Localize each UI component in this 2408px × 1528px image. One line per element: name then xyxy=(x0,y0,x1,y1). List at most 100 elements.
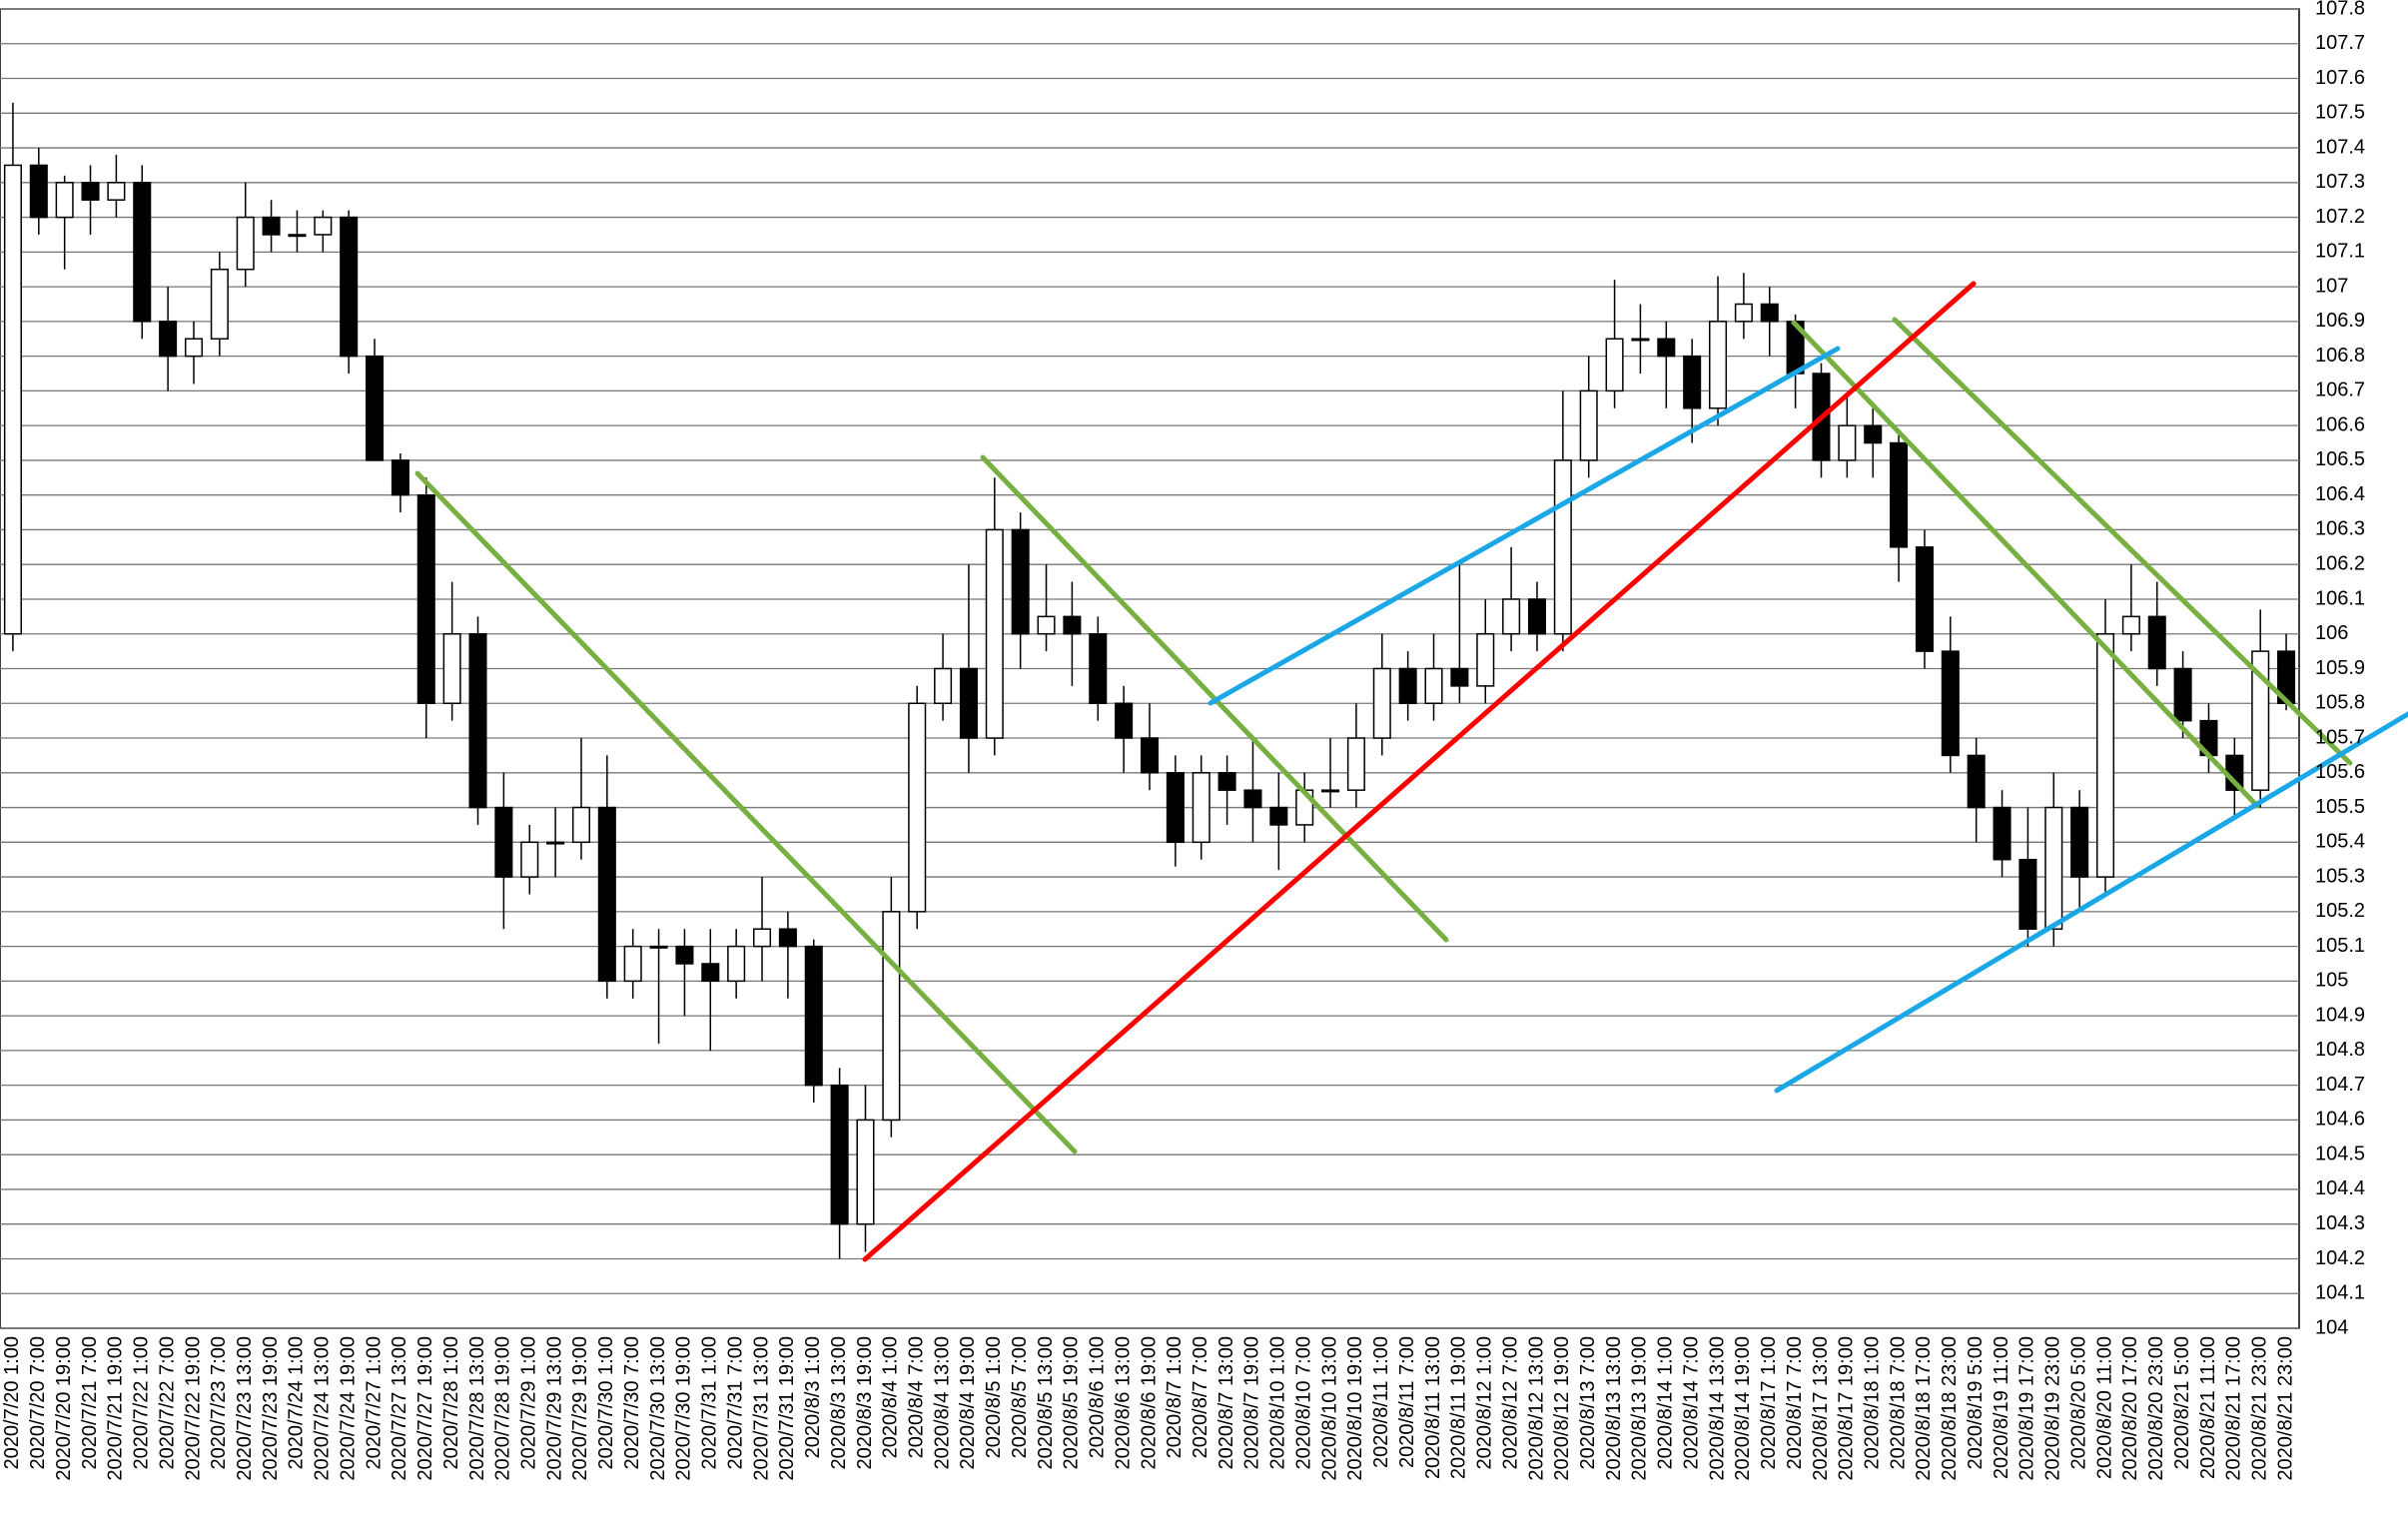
y-tick-label: 105.3 xyxy=(2315,865,2365,887)
x-tick-label: 2020/8/19 11:00 xyxy=(1991,1336,2012,1479)
x-tick-label: 2020/8/5 7:00 xyxy=(1009,1336,1031,1458)
candle-body xyxy=(1579,389,1598,461)
x-tick-label: 2020/8/13 19:00 xyxy=(1629,1336,1651,1481)
candle-body xyxy=(1915,546,1934,652)
x-tick-label: 2020/8/21 23:00 xyxy=(2274,1336,2296,1481)
y-tick-label: 107.7 xyxy=(2315,32,2365,54)
x-tick-label: 2020/7/30 19:00 xyxy=(673,1336,695,1481)
x-tick-label: 2020/8/7 13:00 xyxy=(1215,1336,1237,1469)
candle-body xyxy=(1941,650,1960,757)
candle-body xyxy=(1321,789,1340,793)
x-tick-label: 2020/8/19 23:00 xyxy=(2042,1336,2064,1481)
candle-body xyxy=(2121,615,2140,635)
x-tick-label: 2020/7/29 13:00 xyxy=(543,1336,565,1481)
candle-body xyxy=(546,841,565,845)
candle-body xyxy=(1657,338,1676,358)
y-tick-label: 107.5 xyxy=(2315,102,2365,124)
candle-body xyxy=(442,632,461,705)
x-tick-label: 2020/8/11 7:00 xyxy=(1396,1336,1418,1468)
candle-body xyxy=(571,806,590,844)
x-tick-label: 2020/7/20 19:00 xyxy=(53,1336,75,1481)
y-tick-label: 104.8 xyxy=(2315,1039,2365,1061)
candle-body xyxy=(675,945,694,965)
x-tick-label: 2020/7/31 1:00 xyxy=(699,1336,721,1469)
x-tick-label: 2020/8/5 19:00 xyxy=(1061,1336,1083,1469)
y-tick-label: 106.5 xyxy=(2315,448,2365,470)
x-tick-label: 2020/7/29 19:00 xyxy=(569,1336,591,1481)
candle-body xyxy=(29,164,48,219)
candle-body xyxy=(314,216,333,236)
y-tick-label: 106.3 xyxy=(2315,518,2365,540)
candle-body xyxy=(1993,806,2011,861)
x-tick-label: 2020/8/10 19:00 xyxy=(1344,1336,1366,1481)
candle-body xyxy=(1527,598,1547,635)
x-tick-label: 2020/8/10 1:00 xyxy=(1267,1336,1289,1469)
x-tick-label: 2020/7/31 19:00 xyxy=(776,1336,798,1481)
x-tick-label: 2020/8/18 1:00 xyxy=(1862,1336,1884,1469)
candle-body xyxy=(1140,737,1160,774)
candle-body xyxy=(236,216,255,271)
trend-line xyxy=(1207,346,1841,706)
x-tick-label: 2020/7/27 13:00 xyxy=(389,1336,410,1481)
candles xyxy=(0,8,2299,1329)
x-tick-label: 2020/8/7 7:00 xyxy=(1190,1336,1211,1458)
x-tick-label: 2020/7/28 19:00 xyxy=(492,1336,514,1481)
y-tick-label: 104.5 xyxy=(2315,1143,2365,1164)
x-tick-label: 2020/8/4 7:00 xyxy=(905,1336,927,1458)
x-tick-label: 2020/7/24 13:00 xyxy=(312,1336,334,1481)
candle-body xyxy=(882,911,901,1122)
x-tick-label: 2020/8/12 19:00 xyxy=(1551,1336,1573,1481)
candle-body xyxy=(1089,632,1108,705)
candle-body xyxy=(959,667,978,739)
x-tick-label: 2020/8/21 23:00 xyxy=(2248,1336,2270,1481)
x-tick-label: 2020/7/30 1:00 xyxy=(595,1336,617,1469)
y-tick-label: 106.2 xyxy=(2315,552,2365,574)
candle-body xyxy=(1709,321,1728,409)
x-tick-label: 2020/7/22 19:00 xyxy=(182,1336,204,1481)
candle-body xyxy=(1631,338,1650,342)
x-tick-label: 2020/8/6 1:00 xyxy=(1087,1336,1109,1458)
y-tick-label: 105.5 xyxy=(2315,796,2365,818)
x-tick-label: 2020/7/22 7:00 xyxy=(156,1336,178,1469)
candle-body xyxy=(804,945,823,1087)
x-tick-label: 2020/8/20 17:00 xyxy=(2119,1336,2141,1481)
candle-body xyxy=(727,945,746,983)
x-tick-label: 2020/8/18 23:00 xyxy=(1939,1336,1961,1481)
x-tick-label: 2020/8/14 13:00 xyxy=(1706,1336,1728,1481)
x-tick-label: 2020/8/11 13:00 xyxy=(1422,1336,1444,1479)
x-tick-label: 2020/8/5 13:00 xyxy=(1035,1336,1057,1469)
candle-body xyxy=(830,1084,849,1225)
candle-body xyxy=(2147,615,2166,670)
candle-body xyxy=(3,164,22,635)
candle-body xyxy=(1372,667,1391,739)
y-tick-label: 106.1 xyxy=(2315,587,2365,609)
candle-body xyxy=(1683,355,1702,409)
x-tick-label: 2020/8/4 1:00 xyxy=(880,1336,902,1458)
candle-body xyxy=(1217,772,1236,791)
x-tick-label: 2020/8/7 1:00 xyxy=(1164,1336,1186,1458)
candle-body xyxy=(1269,806,1288,826)
candle-body xyxy=(752,928,772,948)
x-tick-label: 2020/7/31 13:00 xyxy=(750,1336,772,1481)
candle-body xyxy=(908,702,927,913)
x-tick-label: 2020/7/30 7:00 xyxy=(621,1336,643,1469)
candle-body xyxy=(520,841,539,878)
candle-body xyxy=(1967,754,1986,809)
candle-body xyxy=(1011,528,1030,635)
y-tick-label: 105.7 xyxy=(2315,726,2365,748)
y-tick-label: 107.3 xyxy=(2315,171,2365,193)
candle-body xyxy=(1890,441,1909,548)
trend-line xyxy=(414,470,1078,1154)
x-tick-label: 2020/7/24 1:00 xyxy=(286,1336,308,1469)
x-tick-label: 2020/7/29 1:00 xyxy=(518,1336,540,1469)
y-tick-label: 107.1 xyxy=(2315,241,2365,263)
x-tick-label: 2020/8/14 19:00 xyxy=(1732,1336,1754,1481)
y-tick-label: 105 xyxy=(2315,970,2348,992)
y-tick-label: 105.2 xyxy=(2315,900,2365,922)
candle-body xyxy=(55,182,74,219)
x-tick-label: 2020/8/3 13:00 xyxy=(828,1336,850,1469)
candle-body xyxy=(2044,806,2063,930)
trend-lines xyxy=(414,281,2408,1262)
x-tick-label: 2020/7/20 1:00 xyxy=(1,1336,23,1469)
